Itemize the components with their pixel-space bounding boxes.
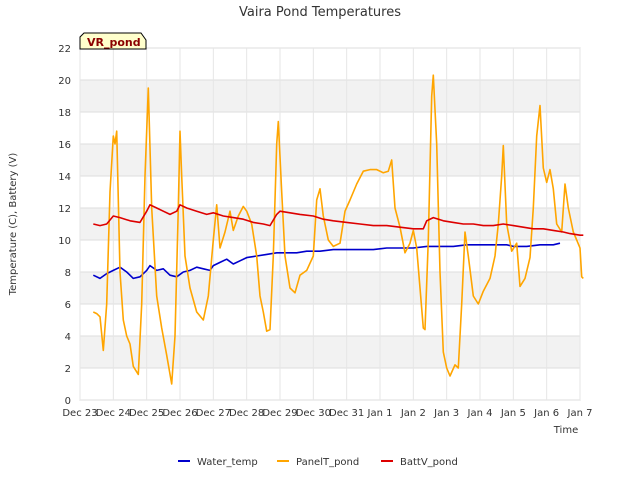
x-tick-label: Jan 3 — [433, 408, 459, 419]
plot-band — [80, 368, 580, 400]
plot-band — [80, 304, 580, 336]
y-tick-label: 4 — [65, 332, 71, 343]
y-tick-label: 8 — [65, 268, 71, 279]
y-tick-label: 14 — [58, 172, 71, 183]
badge-box — [79, 32, 147, 50]
grid — [79, 47, 581, 401]
y-tick-label: 22 — [58, 44, 71, 55]
legend-label: PanelT_pond — [296, 457, 359, 468]
legend-label: Water_temp — [197, 457, 258, 468]
x-tick-label: Dec 30 — [296, 408, 331, 419]
x-tick-label: Dec 27 — [196, 408, 231, 419]
x-tick-label: Dec 28 — [229, 408, 264, 419]
plot-band — [80, 80, 580, 112]
legend: Water_temp PanelT_pond BattV_pond — [178, 457, 458, 468]
y-axis-ticks: 0 2 4 6 8 10 12 14 16 18 20 22 — [58, 44, 71, 407]
x-tick-label: Jan 7 — [567, 408, 593, 419]
chart-title: Vaira Pond Temperatures — [239, 5, 401, 20]
x-tick-label: Dec 31 — [329, 408, 364, 419]
y-tick-label: 0 — [65, 396, 71, 407]
x-tick-label: Dec 23 — [62, 408, 97, 419]
plot-band — [80, 48, 580, 80]
y-tick-label: 2 — [65, 364, 71, 375]
series-line-panelt_pond — [92, 74, 584, 385]
badge-label: VR_pond — [87, 36, 141, 49]
x-tick-label: Jan 5 — [500, 408, 526, 419]
y-tick-label: 10 — [58, 236, 71, 247]
plot-band — [80, 112, 580, 144]
plot-background — [79, 47, 581, 401]
y-tick-label: 16 — [58, 140, 71, 151]
x-tick-label: Jan 4 — [467, 408, 493, 419]
y-tick-label: 20 — [58, 76, 71, 87]
x-tick-label: Jan 2 — [400, 408, 426, 419]
series-line-battv_pond — [93, 204, 584, 236]
badge: VR_pond — [79, 32, 147, 50]
legend-label: BattV_pond — [400, 457, 458, 468]
x-tick-label: Jan 6 — [533, 408, 559, 419]
y-tick-label: 18 — [58, 108, 71, 119]
plot-band — [80, 272, 580, 304]
x-tick-label: Jan 1 — [367, 408, 393, 419]
plot-band — [80, 336, 580, 368]
y-axis-label: Temperature (C), Battery (V) — [8, 153, 19, 297]
plot-band — [80, 176, 580, 208]
x-tick-label: Dec 29 — [262, 408, 297, 419]
x-tick-label: Dec 26 — [162, 408, 197, 419]
x-axis-label: Time — [553, 425, 578, 436]
y-tick-label: 12 — [58, 204, 71, 215]
series-lines — [92, 74, 584, 385]
x-tick-label: Dec 24 — [96, 408, 131, 419]
y-tick-label: 6 — [65, 300, 71, 311]
x-tick-label: Dec 25 — [129, 408, 164, 419]
plot-band — [80, 144, 580, 176]
